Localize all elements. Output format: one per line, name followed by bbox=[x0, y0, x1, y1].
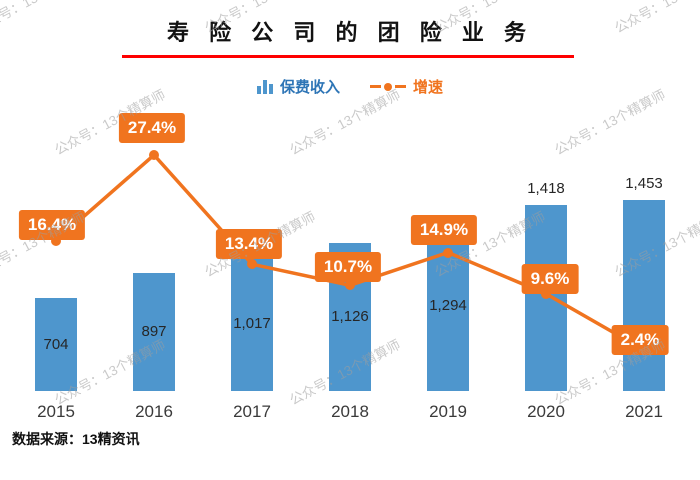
bar-series-icon bbox=[256, 79, 273, 94]
source-note: 数据来源：13精资讯 bbox=[12, 431, 140, 447]
x-axis-label: 2016 bbox=[135, 402, 173, 421]
legend-bars-label: 保费收入 bbox=[279, 79, 340, 96]
bar-value-label: 897 bbox=[141, 323, 167, 341]
growth-rate-label: 10.7% bbox=[314, 252, 382, 283]
legend: 保费收入 增速 bbox=[0, 76, 700, 97]
bar-value-label: 1,017 bbox=[233, 315, 271, 333]
legend-item-premium: 保费收入 bbox=[256, 76, 340, 97]
x-axis-label: 2021 bbox=[625, 402, 663, 421]
growth-rate-label: 16.4% bbox=[18, 209, 86, 240]
line-point-2018 bbox=[345, 280, 355, 291]
bar-value-label: 704 bbox=[43, 335, 69, 353]
bar-value-label: 1,126 bbox=[331, 307, 369, 325]
chart-title: 寿 险 公 司 的 团 险 业 务 bbox=[167, 20, 533, 45]
growth-rate-label: 13.4% bbox=[215, 229, 283, 260]
x-axis-label: 2018 bbox=[331, 402, 369, 421]
growth-rate-label: 14.9% bbox=[410, 214, 478, 245]
title-underline bbox=[122, 55, 574, 58]
bar-value-label: 1,453 bbox=[625, 175, 663, 192]
line-point-2016 bbox=[149, 150, 159, 160]
bar-2021 bbox=[623, 200, 665, 391]
x-axis-label: 2017 bbox=[233, 402, 271, 421]
x-axis-label: 2020 bbox=[527, 402, 565, 421]
bar-value-label: 1,294 bbox=[429, 296, 467, 314]
growth-rate-label: 2.4% bbox=[611, 325, 669, 355]
line-point-2017 bbox=[247, 259, 257, 270]
bar-value-label: 1,418 bbox=[527, 179, 565, 197]
line-series-icon bbox=[370, 82, 406, 91]
legend-line-label: 增速 bbox=[413, 79, 444, 96]
line-point-2015 bbox=[51, 235, 61, 246]
x-axis-label: 2015 bbox=[37, 402, 75, 421]
line-point-2020 bbox=[541, 288, 551, 299]
growth-rate-label: 9.6% bbox=[521, 263, 579, 294]
line-point-2019 bbox=[443, 247, 453, 258]
growth-rate-label: 27.4% bbox=[118, 113, 186, 143]
legend-item-growth: 增速 bbox=[370, 76, 443, 97]
x-axis-label: 2019 bbox=[429, 402, 467, 421]
